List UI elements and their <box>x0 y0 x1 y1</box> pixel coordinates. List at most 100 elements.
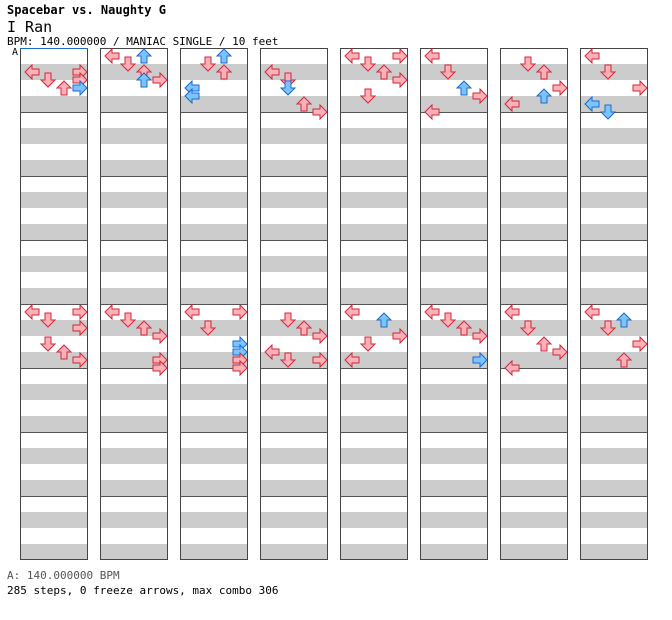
beat-band <box>20 480 88 496</box>
down-arrow <box>39 312 57 328</box>
beat-band <box>340 448 408 464</box>
beat-band <box>580 160 648 176</box>
beat-band <box>580 96 648 112</box>
beat-band <box>340 128 408 144</box>
beat-band <box>260 192 328 208</box>
beat-band <box>580 416 648 432</box>
beat-band <box>500 448 568 464</box>
beat-band <box>180 448 248 464</box>
beat-band <box>100 512 168 528</box>
beat-band <box>180 64 248 80</box>
beat-band <box>420 160 488 176</box>
down-arrow <box>279 352 297 368</box>
right-arrow <box>392 47 408 65</box>
beat-band <box>20 192 88 208</box>
up-arrow <box>135 320 153 336</box>
beat-band <box>500 544 568 560</box>
beat-band <box>100 96 168 112</box>
chart-info: BPM: 140.000000 / MANIAC SINGLE / 10 fee… <box>7 35 279 48</box>
left-arrow <box>424 303 440 321</box>
down-arrow <box>359 56 377 72</box>
down-arrow <box>599 64 617 80</box>
beat-band <box>420 352 488 368</box>
up-arrow <box>535 64 553 80</box>
up-arrow <box>455 80 473 96</box>
beat-band <box>260 480 328 496</box>
beat-band <box>260 544 328 560</box>
beat-band <box>180 512 248 528</box>
beat-band <box>340 256 408 272</box>
beat-band <box>340 160 408 176</box>
beat-band <box>260 320 328 336</box>
beat-band <box>100 160 168 176</box>
beat-band <box>420 384 488 400</box>
footer-bpm: A: 140.000000 BPM <box>7 569 120 582</box>
beat-band <box>180 288 248 304</box>
beat-band <box>20 288 88 304</box>
beat-band <box>260 128 328 144</box>
left-arrow <box>104 303 120 321</box>
beat-band <box>100 480 168 496</box>
beat-band <box>260 224 328 240</box>
beat-band <box>340 384 408 400</box>
chart-column <box>180 48 248 560</box>
beat-band <box>100 384 168 400</box>
beat-band <box>580 448 648 464</box>
chart-column <box>580 48 648 560</box>
down-arrow <box>279 312 297 328</box>
bpm-marker: A <box>12 47 19 58</box>
column-border <box>100 48 168 560</box>
beat-band <box>340 480 408 496</box>
chart-column <box>340 48 408 560</box>
right-arrow <box>392 71 408 89</box>
right-arrow <box>472 87 488 105</box>
beat-band <box>420 256 488 272</box>
left-arrow <box>584 47 600 65</box>
beat-band <box>180 416 248 432</box>
beat-band <box>260 416 328 432</box>
beat-band <box>260 288 328 304</box>
beat-band <box>420 192 488 208</box>
up-arrow <box>135 48 153 64</box>
left-arrow <box>104 47 120 65</box>
left-arrow <box>504 359 520 377</box>
column-border <box>180 48 248 560</box>
left-arrow <box>504 95 520 113</box>
beat-band <box>180 160 248 176</box>
beat-band <box>20 128 88 144</box>
right-arrow <box>632 335 648 353</box>
beat-band <box>180 192 248 208</box>
right-arrow <box>552 79 568 97</box>
beat-band <box>100 416 168 432</box>
chart-column <box>500 48 568 560</box>
beat-band <box>580 512 648 528</box>
right-arrow <box>72 351 88 369</box>
beat-band <box>340 288 408 304</box>
left-arrow <box>344 303 360 321</box>
beat-band <box>100 320 168 336</box>
beat-band <box>500 224 568 240</box>
left-arrow <box>264 343 280 361</box>
beat-band <box>340 192 408 208</box>
beat-band <box>100 224 168 240</box>
right-arrow <box>552 343 568 361</box>
beat-band <box>100 128 168 144</box>
beat-band <box>500 288 568 304</box>
beat-band <box>340 352 408 368</box>
beat-band <box>20 384 88 400</box>
down-arrow <box>439 312 457 328</box>
beat-band <box>500 96 568 112</box>
beat-band <box>260 448 328 464</box>
left-arrow <box>24 303 40 321</box>
down-arrow <box>519 56 537 72</box>
up-arrow <box>615 352 633 368</box>
down-arrow <box>119 56 137 72</box>
right-arrow <box>72 319 88 337</box>
beat-band <box>340 64 408 80</box>
left-arrow <box>584 303 600 321</box>
beat-band <box>420 480 488 496</box>
right-arrow <box>232 303 248 321</box>
down-arrow <box>119 312 137 328</box>
chart-column <box>260 48 328 560</box>
beat-band <box>180 96 248 112</box>
